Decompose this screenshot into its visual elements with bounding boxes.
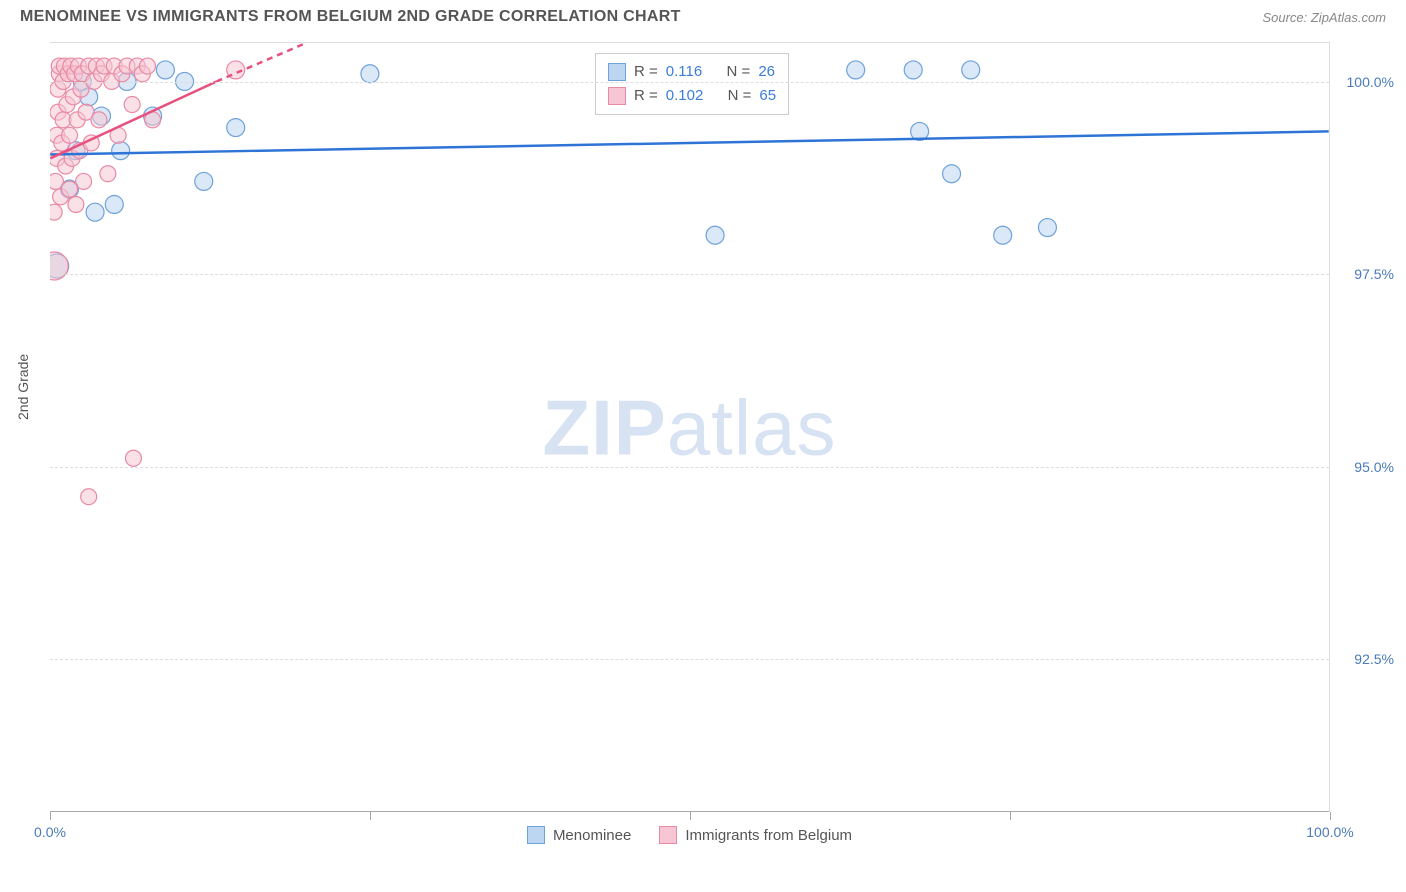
gridline: [50, 659, 1329, 660]
chart-area: ZIPatlas R = 0.116 N = 26 R = 0.102 N = …: [50, 42, 1330, 812]
x-tick: [1330, 812, 1331, 820]
x-tick: [50, 812, 51, 820]
gridline: [50, 82, 1329, 83]
legend-stats-row-2: R = 0.102 N = 65: [608, 84, 776, 108]
legend-stats-box: R = 0.116 N = 26 R = 0.102 N = 65: [595, 53, 789, 115]
y-tick-label: 95.0%: [1354, 459, 1394, 475]
legend-item-1: Menominee: [527, 826, 631, 844]
legend-item-2: Immigrants from Belgium: [659, 826, 852, 844]
x-tick: [370, 812, 371, 820]
scatter-plot: [50, 43, 1329, 812]
x-tick-label: 0.0%: [34, 824, 66, 840]
x-tick: [1010, 812, 1011, 820]
bottom-legend: Menominee Immigrants from Belgium: [50, 826, 1329, 844]
y-tick-label: 100.0%: [1347, 74, 1394, 90]
gridline: [50, 274, 1329, 275]
y-tick-label: 92.5%: [1354, 651, 1394, 667]
y-axis-label: 2nd Grade: [15, 354, 31, 420]
legend-stats-row-1: R = 0.116 N = 26: [608, 60, 776, 84]
y-tick-label: 97.5%: [1354, 266, 1394, 282]
gridline: [50, 467, 1329, 468]
source-label: Source: ZipAtlas.com: [1262, 10, 1386, 25]
x-tick-label: 100.0%: [1306, 824, 1353, 840]
chart-title: MENOMINEE VS IMMIGRANTS FROM BELGIUM 2ND…: [20, 8, 681, 26]
x-tick: [690, 812, 691, 820]
